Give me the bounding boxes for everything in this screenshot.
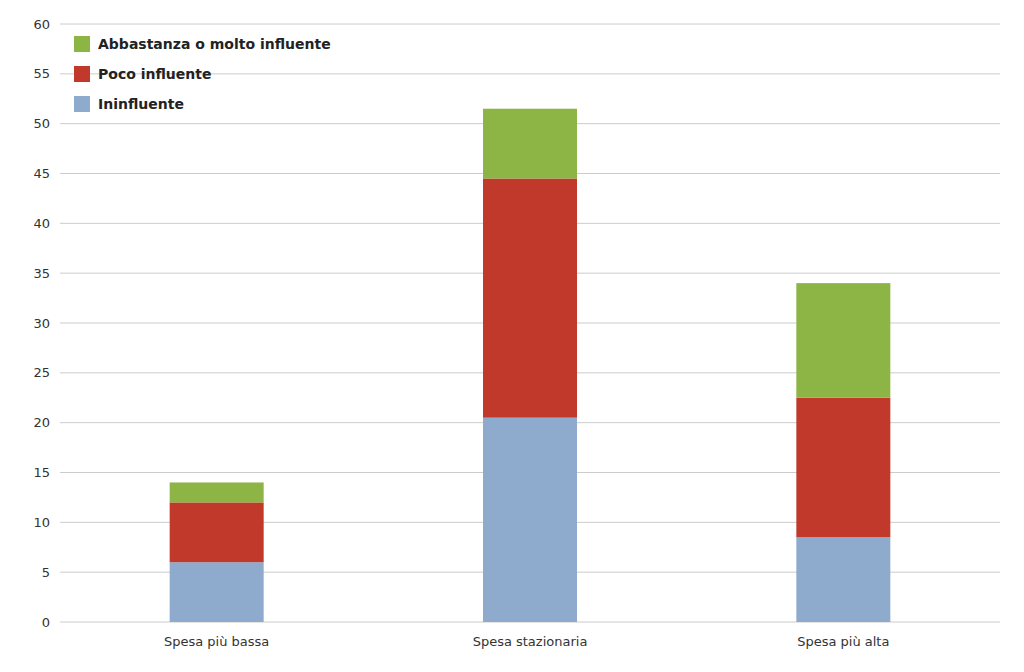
y-tick-label: 20 [33, 415, 50, 430]
y-tick-label: 5 [42, 565, 50, 580]
grid [60, 24, 1000, 622]
chart: 051015202530354045505560Spesa più bassaS… [0, 0, 1024, 672]
y-tick-label: 30 [33, 316, 50, 331]
bar-segment [483, 418, 577, 622]
x-axis: Spesa più bassa Spesa stazionaria Spesa pi… [164, 634, 889, 649]
x-tick-label: Spesa stazionaria [473, 634, 588, 649]
legend-label: Poco influente [98, 66, 211, 82]
x-tick-label: Spesa più alta [797, 634, 889, 649]
legend-swatch [74, 96, 90, 112]
bar-segment [170, 562, 264, 622]
legend: Abbastanza o molto influente Poco influen… [74, 36, 331, 112]
bar-segment [170, 502, 264, 562]
y-tick-label: 60 [33, 17, 50, 32]
bars [170, 109, 891, 622]
y-tick-label: 55 [33, 66, 50, 81]
bar-segment [796, 283, 890, 398]
legend-label: Ininfluente [98, 96, 184, 112]
bar-segment [170, 482, 264, 502]
y-tick-label: 50 [33, 116, 50, 131]
legend-label: Abbastanza o molto influente [98, 36, 331, 52]
y-tick-label: 0 [42, 615, 50, 630]
bar-segment [483, 109, 577, 179]
y-axis: 0 5 10 15 20 25 30 35 40 45 50 55 60 [33, 17, 50, 630]
y-tick-label: 35 [33, 266, 50, 281]
legend-swatch [74, 66, 90, 82]
bar-segment [796, 398, 890, 538]
grid-line [60, 24, 1000, 25]
y-tick-label: 40 [33, 216, 50, 231]
chart-container: 051015202530354045505560Spesa più bassaS… [0, 0, 1024, 672]
x-tick-label: Spesa più bassa [164, 634, 269, 649]
y-tick-label: 25 [33, 365, 50, 380]
bar-segment [796, 537, 890, 622]
y-tick-label: 45 [33, 166, 50, 181]
y-tick-label: 15 [33, 465, 50, 480]
y-tick-label: 10 [33, 515, 50, 530]
bar-segment [483, 178, 577, 417]
legend-swatch [74, 36, 90, 52]
